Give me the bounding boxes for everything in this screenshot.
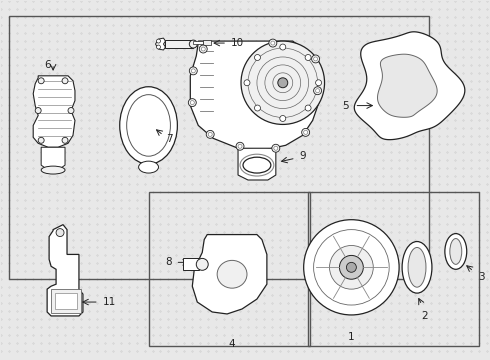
Polygon shape	[155, 38, 166, 50]
Ellipse shape	[127, 95, 171, 156]
Polygon shape	[354, 32, 465, 140]
Circle shape	[188, 99, 196, 107]
Ellipse shape	[450, 239, 462, 264]
Bar	[9, 16, 429, 279]
Polygon shape	[47, 225, 83, 316]
Polygon shape	[192, 235, 267, 314]
Bar	[166, 40, 193, 48]
Circle shape	[156, 39, 161, 43]
Circle shape	[316, 80, 321, 86]
Text: 6: 6	[44, 60, 50, 70]
Text: 2: 2	[422, 311, 428, 321]
Circle shape	[314, 57, 318, 61]
Circle shape	[316, 89, 319, 93]
Circle shape	[254, 54, 261, 60]
Ellipse shape	[445, 234, 467, 269]
Circle shape	[305, 54, 311, 60]
Circle shape	[302, 129, 310, 136]
Ellipse shape	[408, 247, 426, 287]
Circle shape	[280, 44, 286, 50]
Text: 4: 4	[229, 339, 235, 349]
Circle shape	[340, 255, 363, 279]
Circle shape	[56, 229, 64, 237]
Polygon shape	[33, 76, 75, 147]
Circle shape	[208, 132, 212, 136]
Text: 8: 8	[165, 257, 172, 267]
Text: 3: 3	[478, 272, 484, 282]
Circle shape	[314, 87, 321, 95]
Bar	[193, 41, 203, 44]
Circle shape	[271, 41, 275, 45]
Circle shape	[62, 78, 68, 84]
Circle shape	[62, 137, 68, 143]
Circle shape	[274, 146, 278, 150]
Text: 7: 7	[167, 134, 173, 144]
Circle shape	[304, 220, 399, 315]
Bar	[51, 289, 81, 313]
Ellipse shape	[41, 166, 65, 174]
Circle shape	[236, 142, 244, 150]
Circle shape	[304, 130, 308, 134]
Bar	[308, 192, 479, 346]
Circle shape	[189, 67, 197, 75]
Circle shape	[278, 78, 288, 88]
Circle shape	[254, 105, 261, 111]
Ellipse shape	[139, 161, 158, 173]
Ellipse shape	[402, 242, 432, 293]
Bar	[148, 192, 310, 346]
Ellipse shape	[120, 87, 177, 164]
Text: 9: 9	[300, 151, 306, 161]
Text: 11: 11	[103, 297, 116, 307]
Polygon shape	[190, 41, 319, 150]
Circle shape	[238, 144, 242, 148]
Circle shape	[199, 45, 207, 53]
Circle shape	[206, 130, 214, 138]
Text: 10: 10	[231, 38, 244, 48]
Circle shape	[346, 262, 356, 272]
Circle shape	[241, 41, 324, 125]
Bar	[55, 293, 77, 309]
Circle shape	[191, 69, 196, 73]
Circle shape	[244, 80, 250, 86]
Circle shape	[190, 100, 195, 105]
Circle shape	[269, 39, 277, 47]
Circle shape	[156, 45, 161, 49]
Circle shape	[35, 108, 41, 113]
Circle shape	[38, 78, 44, 84]
Circle shape	[305, 105, 311, 111]
Bar	[203, 40, 211, 45]
Circle shape	[329, 246, 373, 289]
Bar	[183, 258, 199, 270]
Ellipse shape	[196, 258, 208, 270]
Polygon shape	[377, 54, 437, 117]
Polygon shape	[41, 147, 65, 170]
Ellipse shape	[217, 260, 247, 288]
Circle shape	[312, 55, 319, 63]
Circle shape	[272, 144, 280, 152]
Text: 1: 1	[348, 332, 355, 342]
Text: 5: 5	[342, 100, 348, 111]
Ellipse shape	[189, 40, 197, 48]
Circle shape	[68, 108, 74, 113]
Polygon shape	[238, 148, 276, 180]
Circle shape	[201, 47, 205, 51]
Circle shape	[38, 137, 44, 143]
Circle shape	[280, 116, 286, 121]
